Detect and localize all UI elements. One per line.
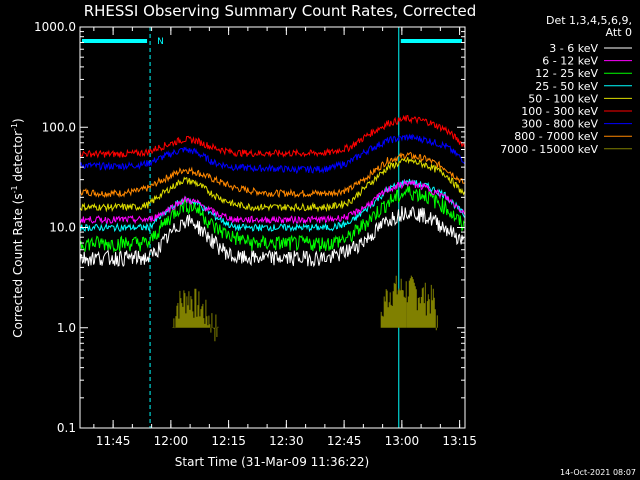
series-line xyxy=(79,114,465,159)
series-line xyxy=(79,133,465,175)
y-tick-label-3: 10.0 xyxy=(49,221,76,235)
legend-label-9: 7000 - 15000 keV xyxy=(500,143,598,156)
series-line xyxy=(79,205,465,268)
series-line xyxy=(79,151,465,199)
series-line xyxy=(79,185,465,254)
legend-label-5: 50 - 100 keV xyxy=(528,92,598,105)
x-tick-label-6: 13:00 xyxy=(385,434,420,448)
series-segment-2 xyxy=(380,275,438,331)
footer-date-stamp: 14-Oct-2021 08:07 xyxy=(560,468,636,477)
y-axis-label-exp-1: -1 xyxy=(10,185,19,193)
series-25-50keV xyxy=(79,178,465,233)
legend-label-1: 3 - 6 keV xyxy=(549,42,598,55)
series-line xyxy=(79,178,465,225)
series-12-25keV xyxy=(79,185,465,254)
legend-header-line-1: Det 1,3,4,5,6,9, xyxy=(546,14,632,27)
y-axis-label-part-2: detector xyxy=(11,131,25,186)
y-axis-label: Corrected Count Rate (s-1 detector-1) xyxy=(10,118,25,337)
x-tick-label-4: 12:30 xyxy=(269,434,304,448)
series-6-12keV xyxy=(79,178,465,225)
series-7000-15000keV xyxy=(172,275,438,342)
series-800-7000keV xyxy=(79,151,465,199)
y-tick-label-5: 1000.0 xyxy=(34,20,76,34)
x-tick-label-3: 12:15 xyxy=(211,434,246,448)
x-tick-label-2: 12:00 xyxy=(154,434,189,448)
series-100-300keV xyxy=(79,114,465,159)
legend-label-8: 800 - 7000 keV xyxy=(514,130,598,143)
legend-label-4: 25 - 50 keV xyxy=(535,80,598,93)
series-3-6keV xyxy=(79,205,465,268)
y-axis-label-exp-2: -1 xyxy=(10,123,19,131)
series-300-800keV xyxy=(79,133,465,175)
x-tick-label-1: 11:45 xyxy=(96,434,131,448)
series-line xyxy=(79,178,465,233)
y-axis-label-part-3: ) xyxy=(11,118,25,123)
x-axis: 11:45 12:00 12:15 12:30 12:45 13:00 13:15 xyxy=(93,27,477,448)
legend-label-6: 100 - 300 keV xyxy=(521,105,598,118)
y-axis: 0.1 1.0 10.0 100.0 1000.0 xyxy=(34,20,465,435)
x-tick-label-5: 12:45 xyxy=(327,434,362,448)
legend-label-2: 6 - 12 keV xyxy=(542,55,598,68)
night-marker-label: N xyxy=(157,37,164,47)
y-tick-label-2: 1.0 xyxy=(57,321,76,335)
y-tick-label-4: 100.0 xyxy=(42,120,76,134)
series-line xyxy=(79,157,465,213)
x-tick-label-7: 13:15 xyxy=(442,434,477,448)
legend-label-7: 300 - 800 keV xyxy=(521,118,598,131)
series-50-100keV xyxy=(79,157,465,213)
y-axis-label-part-1: Corrected Count Rate (s xyxy=(11,193,25,337)
chart-title: RHESSI Observing Summary Count Rates, Co… xyxy=(84,2,477,20)
series-segment-1 xyxy=(172,288,219,342)
legend-label-3: 12 - 25 keV xyxy=(535,67,598,80)
y-tick-label-1: 0.1 xyxy=(57,421,76,435)
legend-header-line-2: Att 0 xyxy=(606,26,632,39)
x-axis-label: Start Time (31-Mar-09 11:36:22) xyxy=(175,455,369,469)
